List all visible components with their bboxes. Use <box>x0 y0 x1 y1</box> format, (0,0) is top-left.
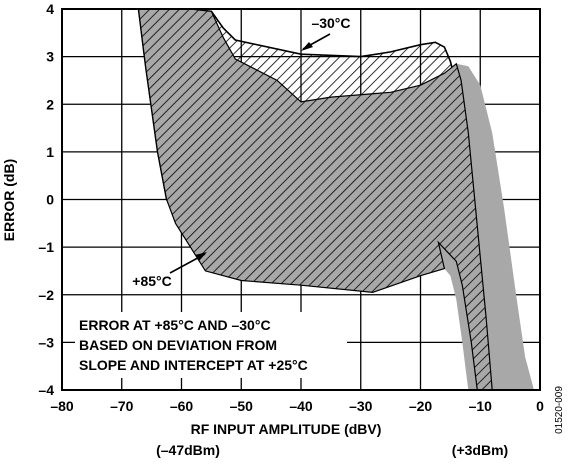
y-tick-label: 4 <box>46 1 54 17</box>
x-axis-label: RF INPUT AMPLITUDE (dBV) <box>191 421 382 437</box>
plot-frame <box>61 8 541 391</box>
y-tick-label: –4 <box>38 382 54 398</box>
x-tick-label: –30 <box>349 398 373 414</box>
y-tick-label: –3 <box>38 334 54 350</box>
hot-label-arrowhead <box>195 252 207 261</box>
y-tick-label: –2 <box>38 287 54 303</box>
figure-id: 01520-009 <box>554 386 565 434</box>
cold-label-box <box>306 13 356 33</box>
note-line-2: BASED ON DEVIATION FROM <box>79 337 277 353</box>
y-tick-label: 1 <box>46 144 54 160</box>
x-tick-label: 0 <box>536 398 544 414</box>
x-tick-label: –20 <box>409 398 433 414</box>
hot-label: +85°C <box>132 273 171 289</box>
note-line-3: SLOPE AND INTERCEPT AT +25°C <box>79 357 308 373</box>
cold-label: –30°C <box>311 15 350 31</box>
x-tick-label: –40 <box>289 398 313 414</box>
x-tick-label: –80 <box>50 398 74 414</box>
right-dbm-label: (+3dBm) <box>452 442 508 458</box>
hot-label-box <box>126 271 178 291</box>
x-tick-label: –50 <box>230 398 254 414</box>
note-box <box>75 312 347 378</box>
y-axis-label: ERROR (dB) <box>1 159 17 241</box>
note-line-1: ERROR AT +85°C AND –30°C <box>79 317 271 333</box>
y-tick-label: –1 <box>38 239 54 255</box>
y-tick-labels: –4 –3 –2 –1 0 1 2 3 4 <box>38 1 54 398</box>
y-tick-label: 2 <box>46 96 54 112</box>
x-tick-label: –60 <box>170 398 194 414</box>
x-tick-label: –70 <box>110 398 134 414</box>
y-tick-label: 0 <box>46 192 54 208</box>
y-tick-label: 3 <box>46 49 54 65</box>
x-tick-label: –10 <box>469 398 493 414</box>
cold-label-arrowhead <box>301 42 313 51</box>
band-overlap-hatch <box>137 8 493 391</box>
left-dbm-label: (–47dBm) <box>156 442 220 458</box>
x-tick-labels: –80 –70 –60 –50 –40 –30 –20 –10 0 <box>50 398 544 414</box>
